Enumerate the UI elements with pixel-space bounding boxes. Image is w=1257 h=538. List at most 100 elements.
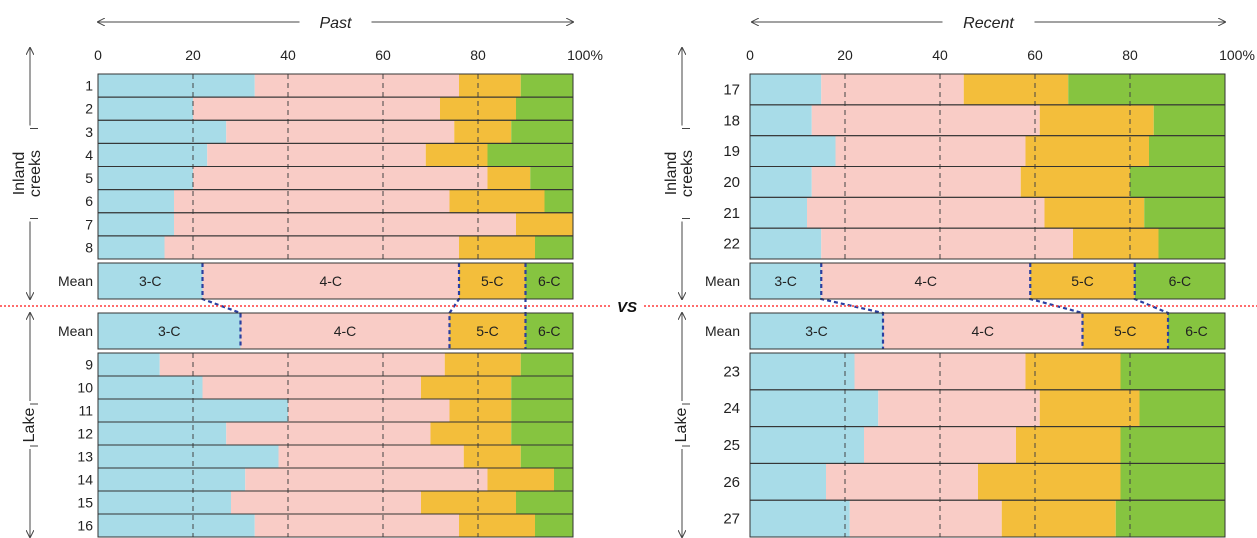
x-tick-label: 100%	[567, 47, 603, 63]
mean-segment-label: 6-C	[538, 323, 561, 339]
row-bar-6-C	[511, 376, 573, 399]
row-bar-5-C	[963, 74, 1069, 105]
x-tick-label: 80	[470, 47, 486, 63]
row-bar-6-C	[1115, 500, 1225, 537]
row-bar-3-C	[750, 135, 836, 167]
row-bar-5-C	[463, 445, 521, 468]
row-bar-6-C	[520, 353, 573, 376]
mean-bottom-bar-3-C	[750, 313, 883, 349]
row-bar-3-C	[750, 166, 812, 198]
vs-label-bg	[610, 296, 644, 316]
row-bar-4-C	[193, 97, 440, 121]
row-bar-4-C	[254, 74, 459, 98]
row-bar-5-C	[487, 166, 531, 190]
row-label: 11	[78, 403, 93, 419]
mean-top-outline	[97, 262, 574, 300]
x-tick-label: 20	[837, 47, 853, 63]
mean-top-bar-6-C	[1134, 263, 1225, 299]
mean-segment-label: 6-C	[1185, 323, 1208, 339]
row-label: 9	[85, 357, 93, 373]
row-bar-6-C	[554, 468, 573, 491]
row-bar-6-C	[535, 235, 573, 259]
row-bar-4-C	[174, 212, 516, 236]
mean-top-bar-3-C	[750, 263, 822, 299]
row-bar-6-C	[1120, 426, 1225, 464]
row-label: 19	[723, 143, 740, 160]
row-label: 18	[723, 112, 740, 129]
row-bar-4-C	[226, 120, 455, 144]
row-bar-5-C	[1044, 197, 1145, 229]
row-label: 4	[85, 147, 93, 163]
row-bar-3-C	[750, 104, 812, 136]
mean-segment-label: 3-C	[158, 323, 181, 339]
mean-bottom-outline	[749, 312, 1226, 350]
row-bar-5-C	[1039, 389, 1140, 427]
row-bar-3-C	[98, 514, 255, 537]
group-label: Lake	[21, 408, 38, 443]
x-tick-label: 80	[1122, 47, 1138, 63]
row-bar-3-C	[750, 463, 826, 501]
mean-label: Mean	[705, 323, 740, 339]
row-bar-6-C	[1153, 104, 1225, 136]
row-bar-3-C	[98, 120, 227, 144]
row-bar-5-C	[425, 143, 488, 167]
row-bar-6-C	[1130, 166, 1225, 198]
row-bar-5-C	[459, 235, 535, 259]
row-bar-5-C	[1025, 135, 1149, 167]
row-bar-6-C	[511, 399, 573, 422]
x-tick-label: 100%	[1219, 47, 1255, 63]
mean-bottom-bar-5-C	[1082, 313, 1168, 349]
row-label: 24	[723, 400, 740, 417]
row-outline	[97, 235, 574, 260]
row-bar-5-C	[444, 353, 521, 376]
mean-segment-label: 5-C	[1071, 273, 1094, 289]
row-bar-6-C	[511, 422, 573, 445]
row-bar-5-C	[421, 491, 516, 514]
row-bar-4-C	[278, 445, 464, 468]
row-label: 8	[85, 239, 93, 255]
row-bar-3-C	[98, 376, 203, 399]
row-bar-3-C	[98, 353, 160, 376]
mean-segment-label: 6-C	[1169, 273, 1192, 289]
row-bar-4-C	[254, 514, 459, 537]
mean-bottom-bar-5-C	[449, 313, 526, 349]
mean-top-bar-5-C	[1030, 263, 1135, 299]
row-bar-6-C	[1068, 74, 1225, 105]
row-bar-5-C	[430, 422, 512, 445]
mean-segment-label: 3-C	[805, 323, 828, 339]
mean-segment-label: 3-C	[139, 273, 162, 289]
row-bar-5-C	[459, 514, 535, 537]
vs-label: VS	[617, 299, 637, 316]
group-label: creeks	[27, 150, 44, 197]
mean-segment-label: 3-C	[774, 273, 797, 289]
row-bar-6-C	[520, 445, 573, 468]
mean-segment-label: 4-C	[319, 273, 342, 289]
row-label: 2	[85, 101, 93, 117]
mean-connector	[820, 263, 885, 349]
row-label: 10	[77, 380, 93, 396]
row-label: 17	[723, 81, 740, 98]
row-bar-3-C	[98, 422, 227, 445]
row-bar-4-C	[878, 389, 1040, 427]
panel-title: Past	[319, 15, 352, 32]
row-label: 3	[85, 124, 93, 140]
row-label: 5	[85, 170, 93, 186]
mean-top-bar-3-C	[98, 263, 203, 299]
row-bar-6-C	[1120, 463, 1225, 501]
mean-segment-label: 6-C	[538, 273, 561, 289]
row-bar-4-C	[288, 399, 450, 422]
mean-top-bar-6-C	[525, 263, 573, 299]
row-bar-3-C	[750, 228, 822, 259]
row-bar-4-C	[193, 166, 488, 190]
mean-segment-label: 4-C	[971, 323, 994, 339]
row-label: 27	[723, 511, 740, 528]
row-bar-6-C	[1144, 197, 1225, 229]
row-bar-4-C	[207, 143, 426, 167]
row-bar-6-C	[1158, 228, 1225, 259]
row-label: 21	[723, 205, 740, 222]
row-bar-5-C	[978, 463, 1121, 501]
mean-bottom-bar-6-C	[525, 313, 573, 349]
row-bar-6-C	[520, 74, 573, 98]
row-bar-6-C	[530, 166, 573, 190]
